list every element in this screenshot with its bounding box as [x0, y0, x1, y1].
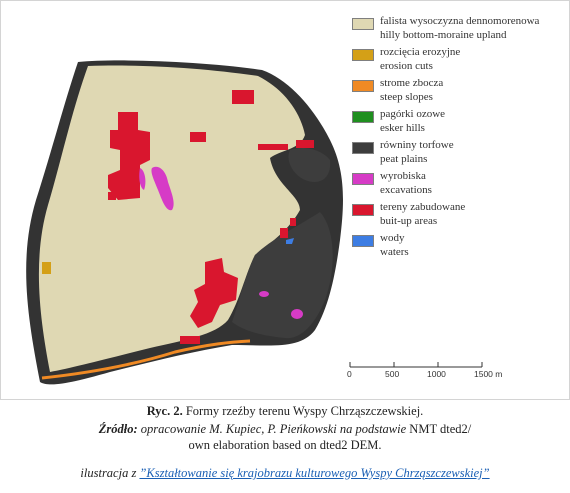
legend-swatch — [352, 204, 374, 216]
water-body — [286, 238, 294, 244]
illustration-credit: ilustracja z ”Kształtowanie się krajobra… — [80, 466, 490, 480]
legend-swatch — [352, 235, 374, 247]
legend-swatch — [352, 80, 374, 92]
legend-item-builtup: tereny zabudowane buit-up areas — [352, 200, 566, 231]
legend-item-excavations: wyrobiska excavations — [352, 169, 566, 200]
figure-caption-source: Źródło: opracowanie M. Kupiec, P. Pieńko… — [98, 422, 472, 452]
legend-label: wyrobiska excavations — [380, 170, 432, 196]
excavation-1 — [151, 166, 174, 211]
scale-bar — [349, 362, 483, 368]
legend-item-peat: równiny torfowe peat plains — [352, 138, 566, 169]
source-article-link[interactable]: ”Kształtowanie się krajobrazu kulturoweg… — [139, 466, 490, 480]
island-map — [26, 60, 483, 385]
builtup-small-2 — [290, 218, 296, 226]
figure-caption-title: Ryc. 2. Formy rzeźby terenu Wyspy Chrząs… — [146, 404, 424, 418]
legend-label: wody waters — [380, 232, 409, 258]
legend-swatch — [352, 142, 374, 154]
legend-swatch — [352, 173, 374, 185]
map-legend: falista wysoczyzna dennomorenowa hilly bo… — [352, 14, 566, 262]
builtup-small-1 — [280, 228, 288, 238]
legend-label: rozcięcia erozyjne erosion cuts — [380, 46, 461, 72]
scale-tick-0: 0 — [347, 369, 352, 379]
scale-tick-1500: 1500 m — [474, 369, 503, 379]
excavation-2 — [139, 168, 146, 190]
legend-label: strome zbocza steep slopes — [380, 77, 444, 103]
legend-swatch — [352, 49, 374, 61]
scale-tick-500: 500 — [385, 369, 400, 379]
builtup-small-3 — [108, 192, 116, 200]
steep-slope-edge — [41, 339, 251, 380]
legend-item-waters: wody waters — [352, 231, 566, 262]
legend-label: falista wysoczyzna dennomorenowa hilly bo… — [380, 15, 540, 41]
scale-tick-1000: 1000 — [427, 369, 446, 379]
legend-swatch — [352, 18, 374, 30]
builtup-center — [190, 132, 206, 142]
legend-item-erosion: rozcięcia erozyjne erosion cuts — [352, 45, 566, 76]
builtup-east — [296, 140, 314, 148]
legend-item-upland: falista wysoczyzna dennomorenowa hilly bo… — [352, 14, 566, 45]
excavation-3 — [291, 309, 303, 319]
excavation-4 — [259, 291, 269, 297]
legend-item-slopes: strome zbocza steep slopes — [352, 76, 566, 107]
legend-item-esker: pagórki ozowe esker hills — [352, 107, 566, 138]
peat-plains-north — [288, 148, 331, 182]
builtup-south — [190, 258, 238, 328]
legend-swatch — [352, 111, 374, 123]
builtup-road — [258, 144, 288, 150]
peat-plains-east — [232, 212, 333, 339]
moraine-upland — [38, 65, 305, 373]
legend-label: równiny torfowe peat plains — [380, 139, 454, 165]
legend-label: pagórki ozowe esker hills — [380, 108, 446, 134]
builtup-north — [232, 90, 254, 104]
erosion-cut — [42, 262, 51, 274]
builtup-bottom — [180, 336, 200, 344]
legend-label: tereny zabudowane buit-up areas — [380, 201, 466, 227]
